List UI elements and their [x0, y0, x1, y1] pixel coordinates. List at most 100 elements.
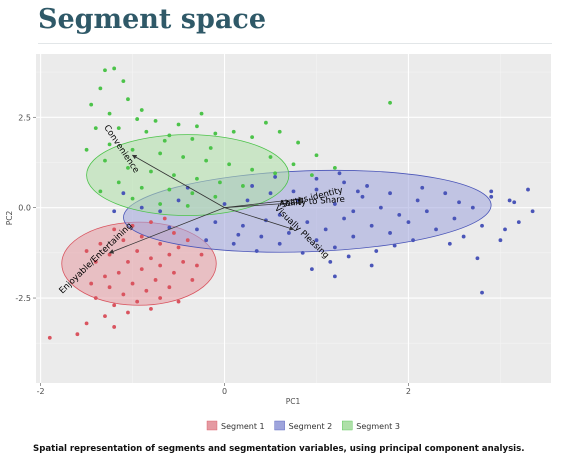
segment-2-point — [360, 194, 365, 199]
segment-1-point — [98, 241, 103, 246]
segment-1-point — [93, 296, 98, 300]
segment-2-point — [443, 191, 448, 196]
segment-2-point — [355, 189, 360, 194]
segment-3-point — [218, 180, 222, 185]
page-title: Segment space — [38, 4, 266, 35]
segment-1-point — [116, 270, 121, 275]
segment-2-point — [245, 198, 250, 203]
segment-1-point — [153, 278, 158, 282]
segment-3-point — [103, 158, 107, 163]
segment-3-point — [153, 118, 158, 123]
segment-2-point — [314, 176, 319, 181]
segment-2-point — [332, 245, 337, 250]
segment-2-point — [277, 212, 282, 217]
segment-3-point — [309, 173, 314, 178]
segment-2-point — [291, 189, 296, 194]
segment-2-point — [250, 184, 255, 188]
segment-3-point — [388, 100, 392, 105]
segment-2-point — [259, 234, 264, 239]
segment-2-point — [314, 238, 319, 243]
segment-2-point — [323, 227, 328, 232]
segment-2-point — [309, 267, 314, 272]
segment-2-point — [268, 191, 273, 196]
segment-2-point — [158, 209, 163, 214]
segment-3-point — [181, 155, 186, 159]
segment-2-point — [273, 175, 278, 179]
segment-1-point — [107, 252, 112, 257]
data-points — [47, 66, 535, 340]
legend-swatch-segment-1 — [206, 420, 218, 431]
segment-1-point — [167, 252, 172, 257]
segment-3-point — [135, 117, 140, 121]
segment-3-point — [121, 79, 126, 84]
segment-3-point — [107, 111, 112, 116]
segment-3-point — [98, 189, 103, 194]
segment-1-point — [121, 238, 126, 243]
segment-2-point — [392, 243, 397, 248]
segment-1-point — [195, 263, 199, 268]
segment-1-point — [199, 252, 204, 257]
segment-2-point — [204, 238, 209, 243]
segment-2-point — [213, 220, 218, 225]
segment-3-point — [98, 86, 103, 91]
segment-3-point — [167, 187, 172, 192]
title-divider — [38, 43, 552, 44]
segment-1-point — [176, 245, 181, 250]
segment-3-point — [250, 167, 255, 172]
segment-3-point — [277, 129, 282, 134]
segment-2-point — [369, 263, 374, 268]
legend-swatch-segment-2 — [274, 420, 285, 431]
segment-2-point — [328, 259, 333, 264]
axis-ticks: -2 0 2 2.5 0.0 -2.5 — [15, 113, 411, 396]
segment-2-point — [480, 223, 484, 228]
segment-2-point — [222, 202, 227, 206]
segment-2-point — [489, 194, 494, 199]
segment-2-point — [121, 191, 126, 196]
segment-2-point — [388, 191, 392, 196]
y-axis-title: PC2 — [5, 211, 14, 226]
segment-3-point — [332, 165, 337, 170]
segment-2-point — [378, 205, 383, 210]
segment-2-point — [434, 227, 438, 232]
segment-1-point — [167, 285, 172, 290]
segment-2-point — [139, 205, 144, 210]
segment-3-point — [176, 122, 181, 127]
segment-3-point — [112, 66, 117, 71]
segment-2-point — [503, 227, 507, 232]
segment-3-point — [213, 131, 218, 136]
segment-2-point — [420, 185, 425, 190]
segment-3-point — [227, 162, 232, 167]
segment-2-point — [470, 205, 475, 210]
segment-3-point — [273, 171, 278, 176]
segment-3-point — [185, 203, 190, 208]
segment-2-point — [489, 189, 494, 194]
segment-2-point — [351, 209, 356, 214]
segment-2-point — [374, 249, 379, 253]
segment-1-point — [149, 220, 153, 225]
segment-3-point — [93, 126, 98, 131]
segment-1-point — [181, 259, 186, 264]
segment-1-point — [103, 314, 107, 319]
segment-2-point — [351, 234, 356, 239]
legend-label-segment-1: Segment 1 — [221, 422, 265, 431]
segment-2-point — [411, 238, 415, 243]
segment-3-point — [149, 169, 153, 174]
segment-1-point — [158, 296, 163, 300]
segment-2-point — [332, 202, 337, 206]
segment-1-point — [139, 234, 144, 239]
segment-2-point — [346, 254, 351, 259]
segment-1-point — [75, 332, 80, 337]
segment-1-point — [112, 325, 117, 329]
segment-1-point — [144, 288, 149, 293]
segment-3-point — [195, 176, 199, 181]
segment-1-point — [176, 299, 181, 304]
segment-3-point — [139, 108, 144, 112]
y-tick-label: 0.0 — [18, 204, 31, 213]
vector-arrow — [131, 154, 225, 209]
segment-1-point — [172, 231, 176, 235]
segment-2-point — [254, 249, 259, 253]
segment-2-point — [397, 212, 402, 217]
segment-3-point — [103, 68, 107, 73]
segment-1-point — [190, 278, 195, 282]
